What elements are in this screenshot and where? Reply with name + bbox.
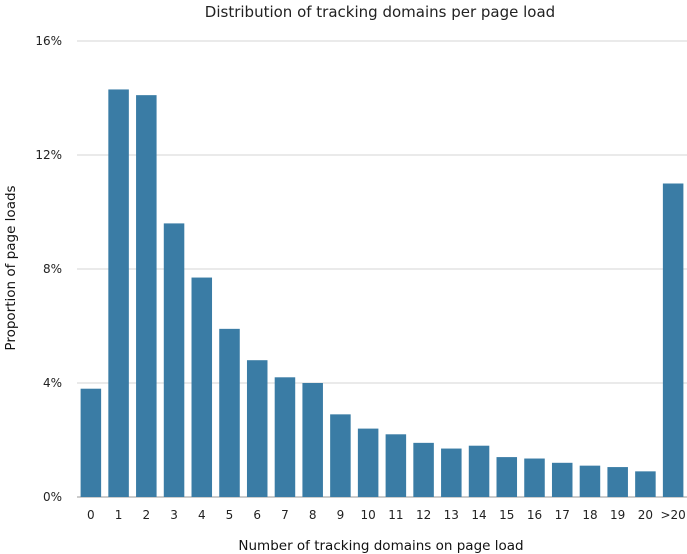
bar bbox=[579, 465, 601, 497]
bar bbox=[163, 223, 185, 497]
x-tick-label: 15 bbox=[499, 508, 514, 522]
bar bbox=[662, 183, 684, 497]
y-axis-label: Proportion of page loads bbox=[3, 185, 19, 350]
x-tick-label: 2 bbox=[142, 508, 150, 522]
x-tick-label: >20 bbox=[660, 508, 685, 522]
x-tick-label: 17 bbox=[555, 508, 570, 522]
bar bbox=[441, 448, 462, 497]
x-tick-label: 20 bbox=[638, 508, 653, 522]
bar bbox=[80, 388, 102, 497]
y-tick-label: 8% bbox=[43, 262, 62, 276]
x-tick-label: 9 bbox=[337, 508, 345, 522]
bar bbox=[274, 377, 296, 497]
x-tick-label: 4 bbox=[198, 508, 206, 522]
bar bbox=[302, 383, 323, 497]
bar bbox=[524, 458, 545, 497]
bar bbox=[357, 428, 379, 497]
bar bbox=[246, 360, 268, 497]
bar bbox=[108, 89, 129, 497]
y-axis-ticks: 0% 4% 8% 12% 16% bbox=[35, 34, 62, 504]
bar bbox=[551, 462, 573, 497]
bar bbox=[191, 277, 213, 497]
bar bbox=[468, 445, 490, 497]
x-tick-label: 3 bbox=[170, 508, 178, 522]
x-tick-label: 10 bbox=[360, 508, 375, 522]
x-tick-label: 13 bbox=[444, 508, 459, 522]
bar bbox=[496, 457, 518, 497]
x-tick-label: 1 bbox=[115, 508, 123, 522]
bar bbox=[136, 95, 157, 498]
bar bbox=[385, 434, 407, 497]
x-tick-label: 19 bbox=[610, 508, 625, 522]
bar bbox=[635, 471, 656, 497]
x-tick-label: 11 bbox=[388, 508, 403, 522]
bar bbox=[607, 467, 628, 497]
x-tick-label: 6 bbox=[253, 508, 261, 522]
bar bbox=[330, 414, 351, 497]
x-tick-label: 8 bbox=[309, 508, 317, 522]
x-axis-ticks: 0 1 2 3 4 5 6 7 8 9 10 11 12 13 14 15 16 17 18 19 20 >20 bbox=[87, 508, 686, 522]
x-axis-label: Number of tracking domains on page load bbox=[238, 538, 523, 554]
x-tick-label: 5 bbox=[226, 508, 234, 522]
y-tick-label: 4% bbox=[43, 376, 62, 390]
x-tick-label: 12 bbox=[416, 508, 431, 522]
chart-title: Distribution of tracking domains per pag… bbox=[205, 3, 555, 21]
bar bbox=[413, 442, 434, 497]
bars bbox=[80, 89, 684, 498]
y-tick-label: 0% bbox=[43, 490, 62, 504]
x-tick-label: 0 bbox=[87, 508, 95, 522]
x-tick-label: 16 bbox=[527, 508, 542, 522]
x-tick-label: 14 bbox=[471, 508, 486, 522]
x-tick-label: 18 bbox=[582, 508, 597, 522]
x-tick-label: 7 bbox=[281, 508, 289, 522]
y-tick-label: 16% bbox=[35, 34, 62, 48]
y-tick-label: 12% bbox=[35, 148, 62, 162]
bar bbox=[219, 328, 240, 497]
